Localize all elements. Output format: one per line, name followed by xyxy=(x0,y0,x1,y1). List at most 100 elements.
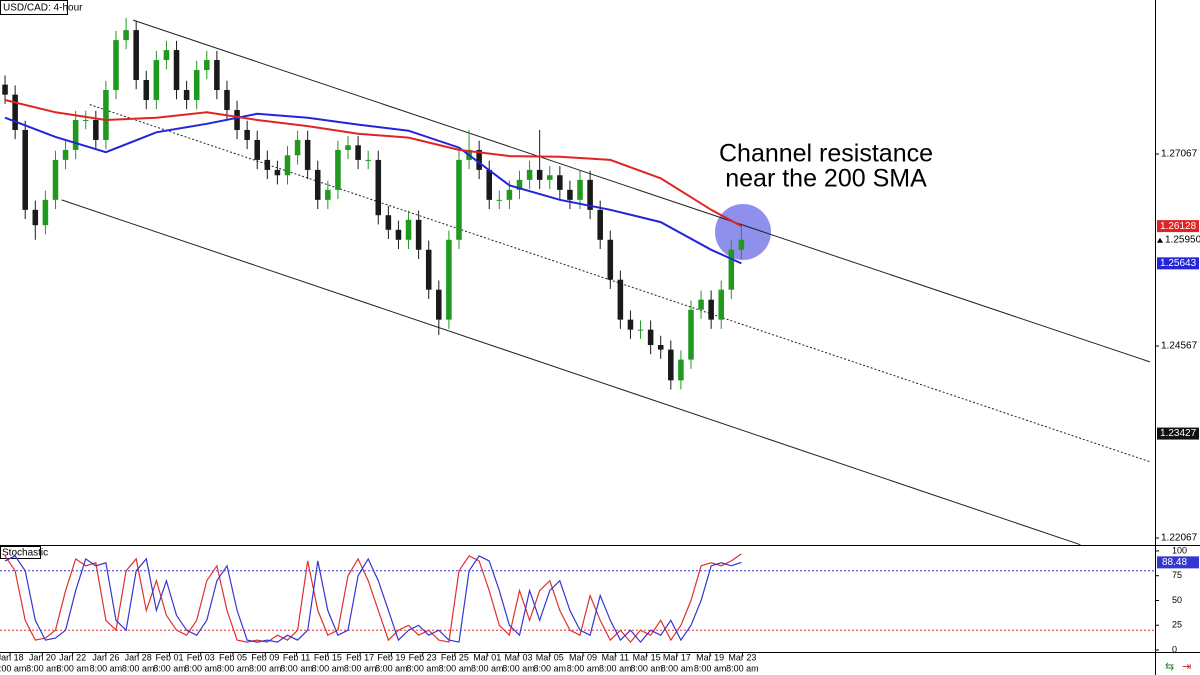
candle-body xyxy=(637,329,644,331)
candle-body xyxy=(183,90,190,100)
candle-body xyxy=(294,139,301,156)
candle-body xyxy=(436,289,442,320)
x-tick-label: Mar 03 xyxy=(504,652,532,662)
candle-body xyxy=(456,159,462,240)
marker-price-label-box xyxy=(1157,427,1199,440)
x-tick-time: 8:00 am xyxy=(726,663,759,673)
candle-body xyxy=(738,239,745,250)
sma-price-label: 1.25643 xyxy=(1160,258,1197,269)
candle-body xyxy=(365,159,371,161)
oscillator-value-box xyxy=(1157,556,1199,569)
candle-body xyxy=(345,145,351,150)
x-tick-label: Jan 18 xyxy=(0,652,24,662)
last-price-label: 1.25950 xyxy=(1165,234,1200,245)
x-tick-time: 8:00 am xyxy=(694,663,727,673)
x-tick-label: Mar 17 xyxy=(663,652,691,662)
candle-body xyxy=(335,149,341,190)
x-tick-time: 8:00 am xyxy=(26,663,59,673)
x-tick-label: Jan 20 xyxy=(29,652,56,662)
oscillator-value-label: 88.48 xyxy=(1162,557,1187,568)
oscillator-line xyxy=(4,555,742,644)
x-tick-label: Feb 09 xyxy=(251,652,279,662)
x-tick-time: 8:00 am xyxy=(312,663,345,673)
candle-body xyxy=(42,199,49,226)
candle-body xyxy=(587,179,593,210)
title-box xyxy=(0,546,41,559)
x-tick-time: 8:00 am xyxy=(375,663,408,673)
candle-body xyxy=(244,129,250,140)
x-tick-time: 8:00 am xyxy=(122,663,155,673)
candle-body xyxy=(698,299,704,310)
candle-body xyxy=(72,119,79,150)
y-tick-label: 100 xyxy=(1172,545,1187,555)
candle-body xyxy=(425,249,432,290)
x-tick-label: Feb 05 xyxy=(219,652,247,662)
candle-body xyxy=(224,90,230,110)
x-tick-time: 8:00 am xyxy=(630,663,663,673)
candle-body xyxy=(2,84,8,95)
candle-body xyxy=(446,239,452,320)
x-tick-label: Feb 15 xyxy=(314,652,342,662)
x-tick-label: Feb 03 xyxy=(187,652,215,662)
channel-line xyxy=(132,19,1151,363)
x-tick-label: Feb 01 xyxy=(155,652,183,662)
candle-body xyxy=(173,50,180,91)
candle-body xyxy=(375,159,382,216)
sma-price-label: 1.26128 xyxy=(1160,221,1197,232)
candle-body xyxy=(546,175,553,180)
candle-body xyxy=(32,209,39,226)
channel-line xyxy=(61,199,1081,546)
x-tick-label: Mar 15 xyxy=(633,652,661,662)
last-price-arrow xyxy=(1157,237,1163,243)
moving-average xyxy=(4,112,742,265)
candle-body xyxy=(62,149,69,160)
candle-body xyxy=(476,149,482,170)
x-tick-label: Jan 26 xyxy=(92,652,119,662)
scroll-icon[interactable]: ⇥ xyxy=(1182,661,1191,673)
sync-icon[interactable]: ⇆ xyxy=(1165,661,1174,673)
candle-body xyxy=(52,159,59,200)
candle-body xyxy=(274,169,281,176)
x-tick-time: 8:00 am xyxy=(344,663,377,673)
x-tick-time: 8:00 am xyxy=(502,663,535,673)
x-tick-label: Feb 17 xyxy=(346,652,374,662)
x-tick-time: 8:00 am xyxy=(56,663,89,673)
x-tick-label: Jan 22 xyxy=(59,652,86,662)
x-tick-time: 8:00 am xyxy=(153,663,186,673)
candle-body xyxy=(516,179,523,190)
y-tick-label: 50 xyxy=(1172,595,1182,605)
x-tick-label: Feb 19 xyxy=(377,652,405,662)
x-tick-label: Mar 05 xyxy=(536,652,564,662)
candle-body xyxy=(254,139,261,160)
x-tick-label: Jan 28 xyxy=(125,652,152,662)
candle-body xyxy=(536,169,543,180)
candle-body xyxy=(657,345,664,350)
candle-body xyxy=(708,299,714,320)
candle-body xyxy=(395,229,402,240)
candle-body xyxy=(688,309,694,360)
oscillator-line xyxy=(4,553,742,644)
x-tick-label: Feb 23 xyxy=(409,652,437,662)
candle-body xyxy=(22,129,28,210)
candle-body xyxy=(234,109,240,130)
candle-body xyxy=(314,169,321,200)
x-tick-label: Feb 25 xyxy=(441,652,469,662)
candle-body xyxy=(405,219,412,240)
x-tick-time: 8:00 am xyxy=(439,663,472,673)
candle-body xyxy=(617,279,624,320)
candle-body xyxy=(82,119,89,121)
x-tick-label: Feb 11 xyxy=(283,652,310,662)
sma-price-label-box xyxy=(1157,220,1199,233)
candle-body xyxy=(557,175,563,190)
y-tick-label: 25 xyxy=(1172,620,1182,630)
candle-body xyxy=(506,189,513,200)
moving-average xyxy=(4,99,742,227)
x-tick-time: 8:00 am xyxy=(599,663,632,673)
y-tick-label: 1.24567 xyxy=(1161,341,1198,352)
x-tick-label: Mar 09 xyxy=(569,652,597,662)
candle-body xyxy=(264,159,271,170)
candle-body xyxy=(486,169,493,200)
candle-body xyxy=(163,50,170,61)
